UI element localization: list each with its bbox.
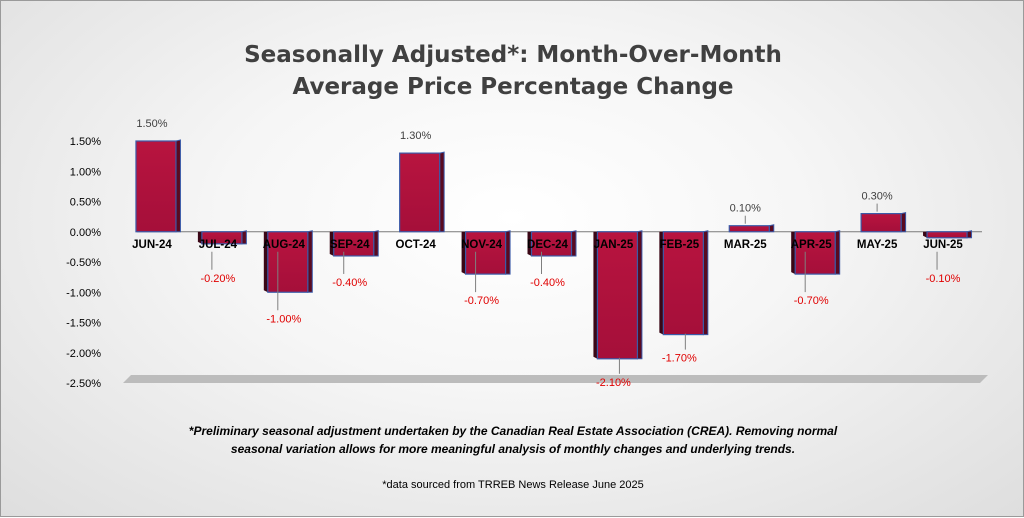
x-category-label: DEC-24: [527, 239, 569, 251]
bar-side: [241, 230, 247, 245]
data-label: 1.30%: [400, 130, 431, 142]
bar: [728, 225, 770, 233]
bar-shadow: [527, 231, 532, 256]
bar-shadow: [593, 231, 598, 359]
y-tick-label: -1.50%: [66, 318, 101, 330]
data-label: -1.70%: [662, 353, 697, 365]
y-tick-label: -2.50%: [66, 378, 101, 390]
x-category-label: SEP-24: [330, 239, 370, 251]
bar-shadow: [659, 231, 664, 335]
data-label: 0.30%: [862, 191, 893, 203]
y-tick-label: 1.00%: [70, 166, 101, 178]
y-tick-label: -1.00%: [66, 287, 101, 299]
bar-side: [636, 230, 643, 360]
y-tick-label: -2.00%: [66, 348, 101, 360]
bar: [530, 231, 573, 257]
footnote: *Preliminary seasonal adjustment underta…: [1, 422, 1024, 458]
chart-title-line-2: Average Price Percentage Change: [292, 74, 734, 100]
bar-side: [702, 230, 709, 336]
bar-side: [571, 230, 577, 257]
data-label: -0.70%: [794, 295, 829, 307]
bar: [662, 231, 704, 336]
x-category-label: FEB-25: [660, 239, 700, 251]
data-label: -0.40%: [530, 277, 565, 289]
bar: [333, 231, 375, 257]
bar-side: [439, 151, 445, 233]
data-label: -0.20%: [200, 273, 235, 285]
bar: [201, 231, 243, 245]
data-label: -1.00%: [266, 313, 301, 325]
chart-title: Seasonally Adjusted*: Month-Over-Month A…: [1, 39, 1024, 103]
bar-side: [505, 230, 511, 275]
data-label: 1.50%: [136, 118, 167, 130]
data-label: -0.70%: [464, 295, 499, 307]
data-label: 0.10%: [730, 203, 761, 215]
bar-shadow: [791, 231, 796, 275]
x-category-label: AUG-24: [263, 239, 306, 251]
bar-shadow: [923, 231, 928, 238]
x-category-label: MAR-25: [724, 239, 767, 251]
chart-floor: [123, 375, 988, 383]
bar-side: [175, 139, 181, 233]
bar: [860, 213, 902, 233]
bar-side: [966, 230, 973, 239]
bar-shadow: [461, 231, 466, 275]
bar: [464, 231, 507, 275]
y-tick-label: 0.50%: [70, 197, 101, 209]
bar: [399, 152, 441, 233]
y-tick-label: -0.50%: [66, 257, 101, 269]
footnote-line-2: seasonal variation allows for more meani…: [230, 442, 796, 456]
bar: [794, 231, 836, 275]
bar: [135, 140, 177, 233]
x-category-label: OCT-24: [396, 239, 437, 251]
bar-shadow: [263, 231, 268, 293]
x-category-label: MAY-25: [857, 239, 898, 251]
source-note: *data sourced from TRREB News Release Ju…: [382, 479, 644, 491]
x-category-label: JAN-25: [594, 239, 634, 251]
bar-side: [307, 230, 313, 293]
bar-side: [900, 211, 907, 233]
x-category-label: JUN-25: [923, 239, 963, 251]
data-label: -0.10%: [926, 273, 961, 285]
bar: [596, 231, 639, 360]
bar-side: [834, 230, 841, 275]
bar-side: [768, 224, 775, 233]
x-category-label: APR-25: [791, 239, 833, 251]
bar: [926, 231, 968, 239]
y-tick-label: 0.00%: [70, 227, 101, 239]
bar-shadow: [329, 231, 334, 256]
bar-shadow: [197, 231, 202, 244]
bar: [267, 231, 309, 293]
data-label: -2.10%: [596, 377, 631, 389]
y-tick-label: 1.50%: [70, 136, 101, 148]
x-category-label: JUL-24: [199, 239, 238, 251]
x-category-label: NOV-24: [461, 239, 503, 251]
x-category-label: JUN-24: [132, 239, 172, 251]
chart-title-line-1: Seasonally Adjusted*: Month-Over-Month: [244, 42, 782, 68]
footnote-line-1: *Preliminary seasonal adjustment underta…: [188, 424, 838, 438]
bar-side: [373, 230, 379, 257]
data-label: -0.40%: [332, 277, 367, 289]
